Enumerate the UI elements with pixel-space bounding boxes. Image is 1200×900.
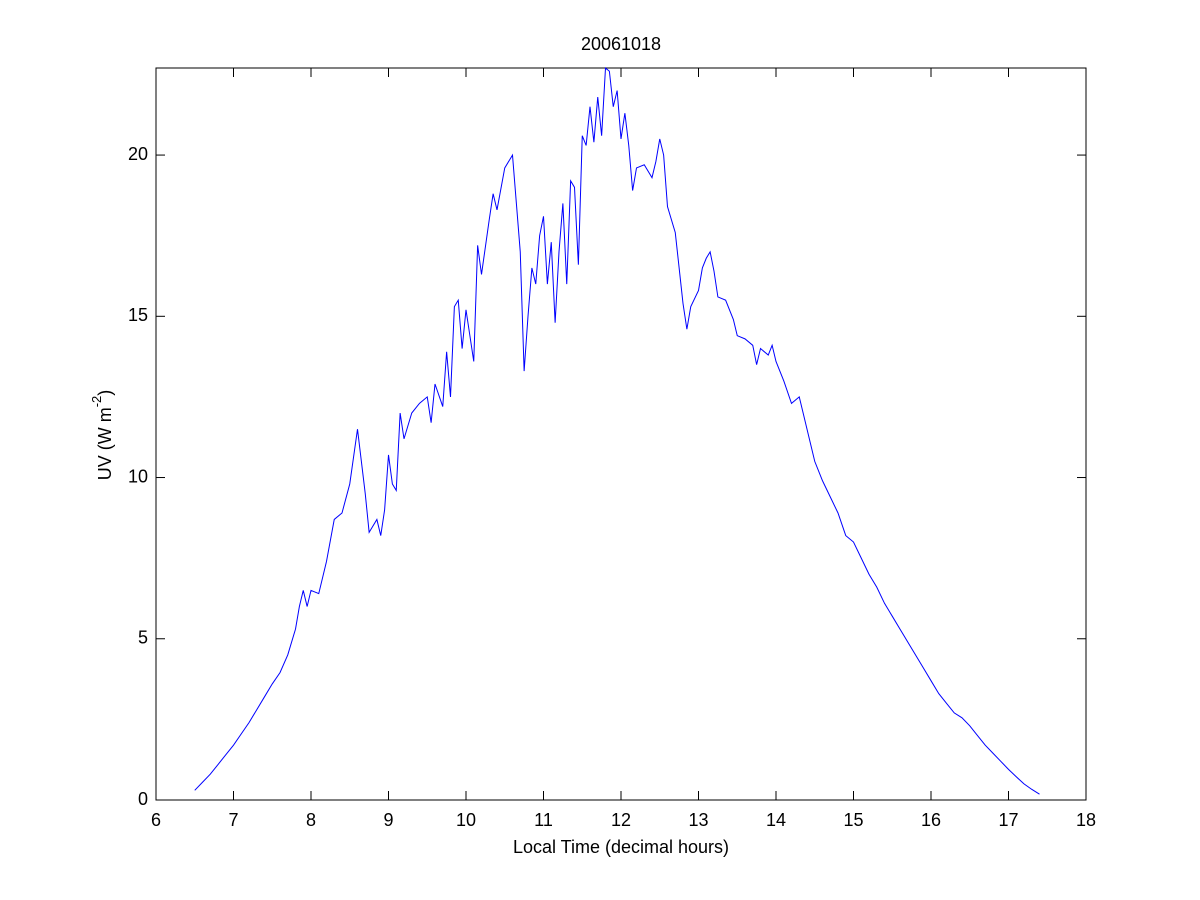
x-tick-label: 17	[998, 810, 1018, 830]
y-tick-label: 0	[138, 789, 148, 809]
x-axis-label: Local Time (decimal hours)	[513, 837, 729, 857]
x-tick-label: 13	[688, 810, 708, 830]
x-tick-label: 18	[1076, 810, 1096, 830]
x-tick-label: 14	[766, 810, 786, 830]
y-label-suffix: )	[95, 390, 115, 396]
x-tick-label: 10	[456, 810, 476, 830]
y-tick-label: 10	[128, 466, 148, 486]
chart-title: 20061018	[581, 34, 661, 54]
y-tick-label: 5	[138, 628, 148, 648]
x-tick-label: 11	[534, 810, 553, 830]
x-tick-label: 6	[151, 810, 161, 830]
y-label-text: UV (W m	[95, 407, 115, 480]
y-label-superscript: -2	[89, 396, 104, 408]
x-tick-label: 12	[611, 810, 631, 830]
x-tick-label: 15	[843, 810, 863, 830]
x-tick-label: 8	[306, 810, 316, 830]
y-tick-label: 15	[128, 305, 148, 325]
x-tick-label: 7	[228, 810, 238, 830]
y-axis-label: UV (W m-2)	[89, 390, 114, 481]
x-tick-label: 9	[383, 810, 393, 830]
y-tick-label: 20	[128, 144, 148, 164]
data-line	[194, 66, 1040, 795]
x-tick-label: 16	[921, 810, 941, 830]
